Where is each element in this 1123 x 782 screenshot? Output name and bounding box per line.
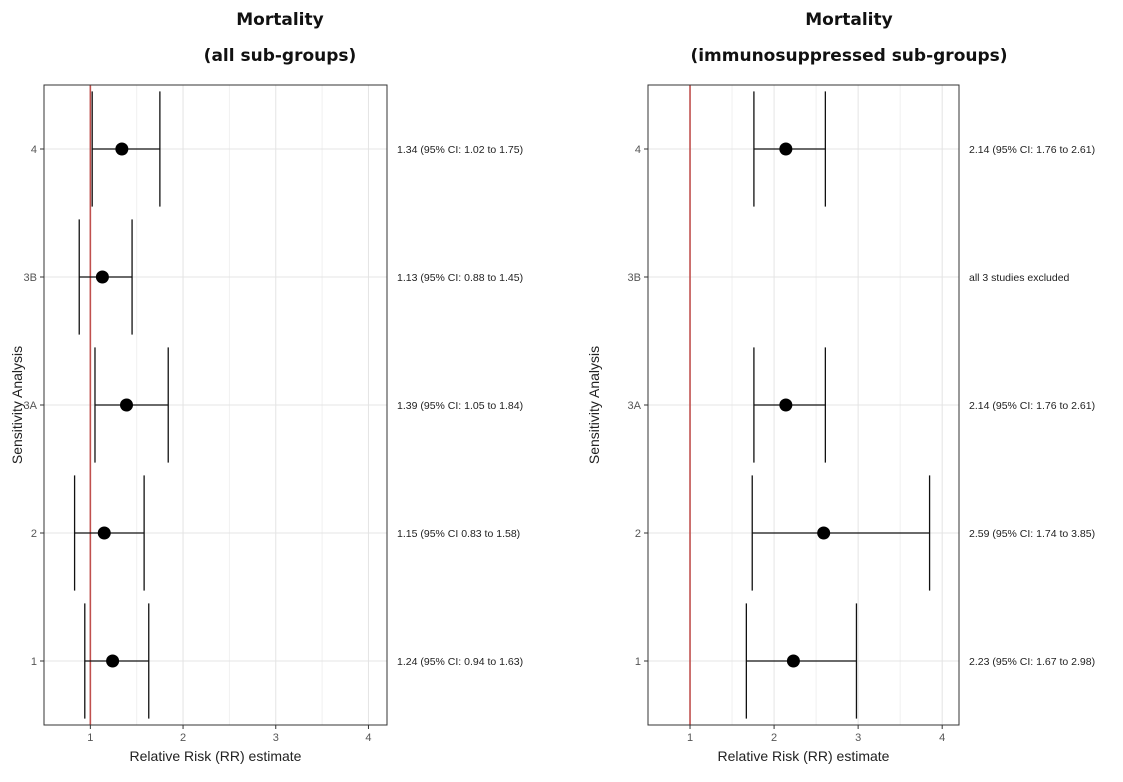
point-estimate [817,526,831,540]
y-tick-label: 4 [635,144,641,156]
point-estimate [106,654,120,668]
y-axis-title: Sensitivity Analysis [586,346,602,464]
x-tick-label: 3 [855,732,861,744]
point-estimate [779,142,793,156]
y-tick-label: 3A [24,400,38,412]
chart-subtitle: (immunosuppressed sub-groups) [690,46,1008,66]
y-tick-label: 1 [635,656,641,668]
y-tick-label: 1 [31,656,37,668]
x-axis-title: Relative Risk (RR) estimate [718,748,890,764]
chart-title: Mortality [805,10,893,30]
x-tick-label: 3 [273,732,279,744]
x-tick-label: 4 [365,732,371,744]
estimate-label: 1.13 (95% CI: 0.88 to 1.45) [397,272,523,284]
estimate-label: 1.39 (95% CI: 1.05 to 1.84) [397,400,523,412]
estimate-label: 1.24 (95% CI: 0.94 to 1.63) [397,656,523,668]
point-estimate [115,142,129,156]
x-tick-label: 2 [771,732,777,744]
estimate-label: 1.34 (95% CI: 1.02 to 1.75) [397,144,523,156]
y-tick-label: 2 [31,528,37,540]
chart-subtitle: (all sub-groups) [203,46,357,66]
y-tick-label: 4 [31,144,37,156]
x-tick-label: 1 [687,732,693,744]
y-tick-label: 3A [628,400,642,412]
plot-area-immunosuppressed-subgroups: 1 2 3 4 1 2 3A 3B 4 2.23 (95% CI: 1.67 to 2.98) 2.… [586,84,1095,764]
estimate-label: 1.15 (95% CI 0.83 to 1.58) [397,528,520,540]
forest-plot-all-subgroups: Mortality (all sub-groups) 1 2 3 4 1 2 3A 3B 4 1.… [0,0,560,782]
y-tick-label: 2 [635,528,641,540]
point-estimate [786,654,800,668]
x-tick-label: 2 [180,732,186,744]
point-estimate [97,526,111,540]
y-axis-title: Sensitivity Analysis [9,346,25,464]
x-tick-label: 1 [87,732,93,744]
estimate-label: all 3 studies excluded [969,272,1070,284]
y-tick-label: 3B [24,272,37,284]
point-estimate [95,270,109,284]
estimate-label: 2.23 (95% CI: 1.67 to 2.98) [969,656,1095,668]
estimate-label: 2.14 (95% CI: 1.76 to 2.61) [969,144,1095,156]
estimate-label: 2.14 (95% CI: 1.76 to 2.61) [969,400,1095,412]
x-axis-title: Relative Risk (RR) estimate [130,748,302,764]
x-tick-label: 4 [939,732,945,744]
estimate-label: 2.59 (95% CI: 1.74 to 3.85) [969,528,1095,540]
chart-title: Mortality [236,10,324,30]
point-estimate [120,398,134,412]
plot-area-all-subgroups: 1 2 3 4 1 2 3A 3B 4 1.24 (95% CI: 0.94 to 1.63) 1.… [9,84,523,764]
forest-plot-immunosuppressed-subgroups: Mortality (immunosuppressed sub-groups) … [575,0,1123,782]
y-tick-label: 3B [628,272,641,284]
point-estimate [779,398,793,412]
